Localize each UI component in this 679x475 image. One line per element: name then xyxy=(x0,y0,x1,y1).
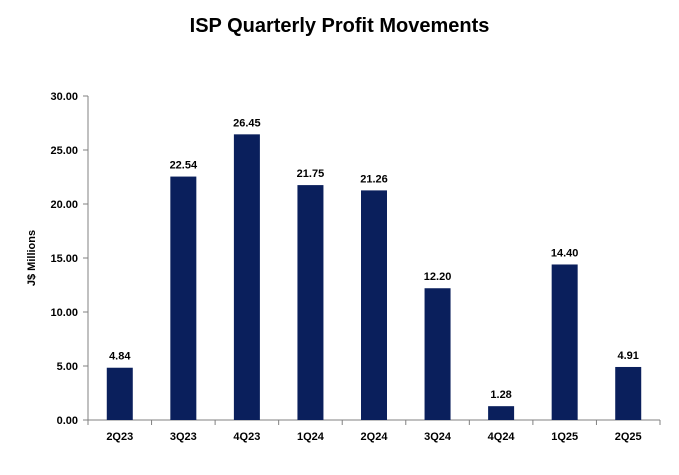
x-tick-label: 3Q23 xyxy=(170,431,197,443)
data-label: 26.45 xyxy=(233,117,261,129)
bar xyxy=(233,134,260,420)
y-tick-label: 25.00 xyxy=(50,145,78,157)
data-label: 22.54 xyxy=(170,160,198,172)
chart-title: ISP Quarterly Profit Movements xyxy=(189,15,490,37)
bar xyxy=(424,288,451,420)
x-tick-label: 2Q25 xyxy=(615,431,642,443)
y-axis-title: J$ Millions xyxy=(26,230,38,286)
bar xyxy=(488,406,515,420)
x-tick-label: 4Q23 xyxy=(233,431,260,443)
y-tick-label: 30.00 xyxy=(50,91,78,103)
data-label: 21.75 xyxy=(297,168,325,180)
x-tick-label: 2Q24 xyxy=(361,431,389,443)
bar xyxy=(106,367,133,420)
data-label: 4.84 xyxy=(109,351,131,363)
bar xyxy=(551,264,578,420)
y-tick-label: 10.00 xyxy=(50,307,78,319)
bar xyxy=(361,190,387,420)
bar xyxy=(615,366,642,420)
y-tick-label: 15.00 xyxy=(50,253,78,265)
data-label: 1.28 xyxy=(490,389,511,401)
data-label: 4.91 xyxy=(618,350,639,362)
data-label: 12.20 xyxy=(424,271,452,283)
x-tick-label: 1Q24 xyxy=(297,431,325,443)
data-label: 21.26 xyxy=(360,173,388,185)
x-tick-label: 4Q24 xyxy=(488,431,516,443)
bar xyxy=(297,185,324,420)
bar xyxy=(170,176,197,420)
x-tick-label: 1Q25 xyxy=(551,431,578,443)
x-tick-label: 3Q24 xyxy=(424,431,452,443)
y-tick-label: 0.00 xyxy=(57,415,78,427)
x-tick-label: 2Q23 xyxy=(106,431,133,443)
data-label: 14.40 xyxy=(551,247,579,259)
y-tick-label: 20.00 xyxy=(50,199,78,211)
y-tick-label: 5.00 xyxy=(57,361,78,373)
